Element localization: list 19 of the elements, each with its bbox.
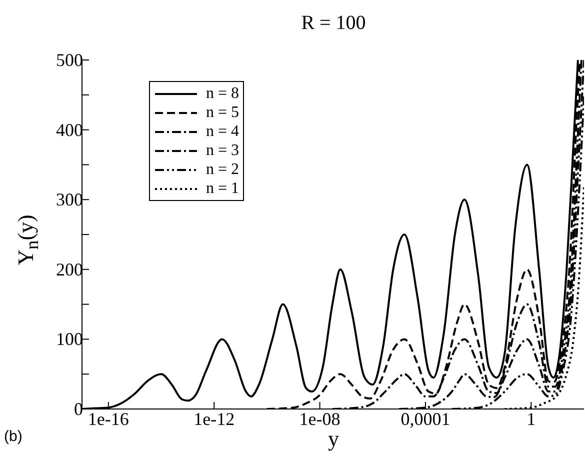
y-tick-label: 100: [56, 329, 83, 350]
text: (b): [4, 428, 22, 445]
legend-label: n = 3: [206, 141, 240, 160]
legend-label: n = 1: [206, 179, 240, 198]
legend-label: n = 5: [206, 103, 240, 122]
legend-label: n = 4: [206, 122, 240, 141]
chart-title: R = 100: [300, 12, 367, 35]
legend-label: n = 2: [206, 160, 240, 179]
y-tick-label: 300: [56, 190, 83, 210]
x-tick-label: 1e-16: [88, 409, 129, 429]
legend-label: n = 8: [206, 84, 240, 103]
x-axis-title: y: [328, 426, 339, 451]
x-tick-label: 0,0001: [400, 409, 450, 429]
x-tick-label: 1: [526, 409, 536, 429]
y-tick-label: 200: [56, 259, 83, 280]
y-tick-label: 400: [56, 120, 83, 140]
x-tick-label: 1e-12: [194, 409, 235, 429]
y-tick-label: 500: [56, 50, 83, 70]
x-tick-label: 1e-08: [299, 409, 340, 429]
